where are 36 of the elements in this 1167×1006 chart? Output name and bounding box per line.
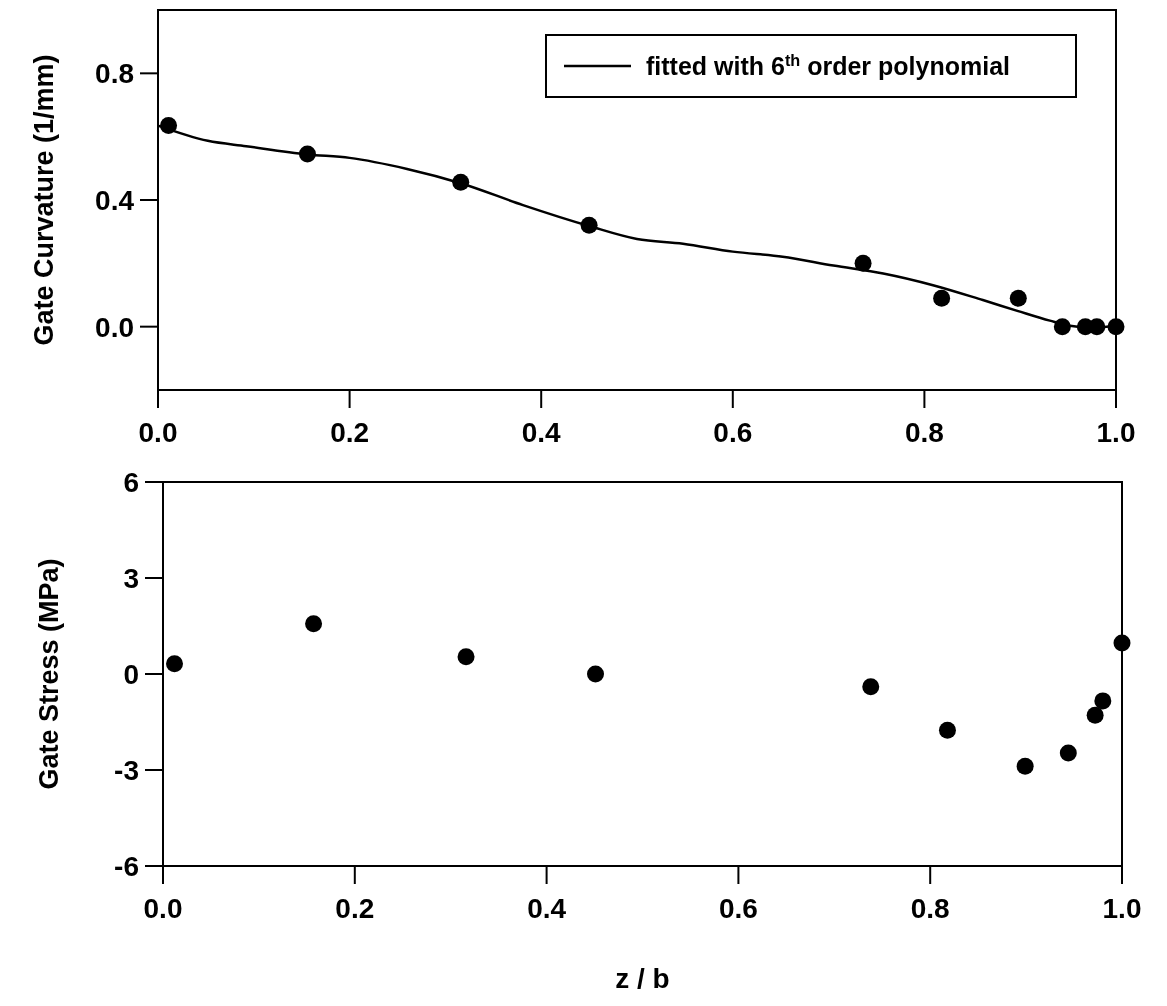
point [1059,744,1077,762]
x-tick-label: 1.0 [1096,417,1136,448]
point [1113,634,1131,652]
point [587,665,605,683]
x-tick-label: 0.4 [527,893,567,924]
y-axis-title: Gate Curvature (1/mm) [29,54,59,346]
y-tick-label: 0 [123,659,139,690]
point [305,615,323,633]
y-tick-label: -3 [114,755,139,786]
point [938,721,956,739]
point [457,648,475,666]
y-axis-title: Gate Stress (MPa) [34,558,64,790]
x-tick-label: 0.8 [910,893,950,924]
y-tick-label: -6 [114,851,139,882]
point [1086,706,1104,724]
x-tick-label: 0.2 [335,893,375,924]
x-tick-label: 0.8 [904,417,944,448]
point [933,289,951,307]
y-tick-label: 0.0 [95,311,134,343]
x-tick-label: 0.2 [330,417,370,448]
y-tick-label: 3 [123,563,139,594]
x-tick-label: 0.6 [718,893,758,924]
x-tick-label: 0.4 [521,417,562,448]
point [1009,289,1027,307]
x-tick-label: 0.0 [143,893,183,924]
x-tick-label: 1.0 [1102,893,1142,924]
point [862,678,880,696]
y-tick-label: 0.4 [95,185,135,216]
y-tick-label: 6 [123,467,139,498]
y-tick-label: 0.8 [95,58,134,90]
point [1016,757,1034,775]
legend-label: fitted with 6$^{th}$ order polynomial [646,51,1010,80]
x-axis-title: z / b [615,963,670,994]
point [1094,692,1112,710]
point [166,655,184,673]
x-tick-label: 0.6 [713,417,753,448]
